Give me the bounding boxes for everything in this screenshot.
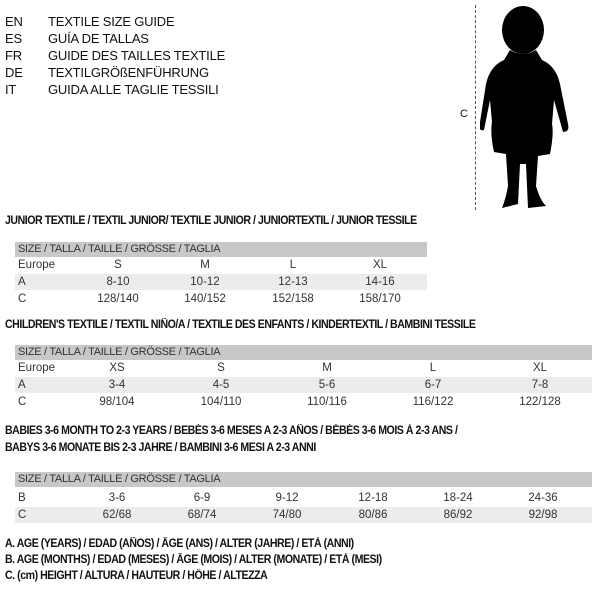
lang-code: EN: [5, 14, 23, 29]
row-label: C: [18, 293, 27, 305]
table-cell: S: [114, 259, 122, 271]
table-cell: 18-24: [443, 492, 473, 504]
table-cell: L: [289, 259, 297, 271]
lang-title: GUIDA ALLE TAGLIE TESSILI: [48, 82, 219, 97]
table-cell: 62/68: [102, 509, 132, 521]
table-cell: 4-5: [212, 379, 230, 391]
table-cell: S: [217, 362, 225, 374]
table-row: Europe XS S M L XL: [15, 360, 592, 376]
row-label: Europe: [18, 259, 56, 271]
table-cell: XS: [109, 362, 125, 374]
table-header: SIZE / TALLA / TAILLE / GRÖSSE / TAGLIA: [15, 472, 592, 487]
row-label: A: [18, 276, 26, 288]
table-cell: 9-12: [275, 492, 299, 504]
row-label: A: [18, 379, 26, 391]
table-header: SIZE / TALLA / TAILLE / GRÖSSE / TAGLIA: [15, 242, 427, 257]
row-label: C: [18, 396, 27, 408]
children-title: CHILDREN'S TEXTILE / TEXTIL NIÑO/A / TEX…: [5, 319, 476, 331]
lang-title: GUÍA DE TALLAS: [48, 31, 149, 46]
table-row: C 98/104 104/110 110/116 116/122 122/128: [15, 394, 592, 410]
child-silhouette-icon: [480, 6, 569, 208]
table-cell: 12-13: [278, 276, 308, 288]
table-cell: 98/104: [99, 396, 135, 408]
table-row: C 62/68 68/74 74/80 80/86 86/92 92/98: [15, 507, 592, 523]
table-cell: XL: [532, 362, 548, 374]
table-cell: 7-8: [531, 379, 549, 391]
legend-a: A. AGE (YEARS) / EDAD (AÑOS) / ÂGE (ANS)…: [5, 538, 354, 550]
table-cell: XL: [372, 259, 388, 271]
table-cell: 110/116: [307, 396, 347, 408]
table-row: A 3-4 4-5 5-6 6-7 7-8: [15, 377, 592, 393]
lang-title: GUIDE DES TAILLES TEXTILE: [48, 48, 226, 63]
table-cell: 24-36: [528, 492, 558, 504]
lang-code: FR: [5, 48, 22, 63]
table-cell: 128/140: [97, 293, 139, 305]
table-cell: 6-9: [193, 492, 211, 504]
table-cell: 74/80: [272, 509, 302, 521]
table-row: Europe S M L XL: [15, 257, 427, 273]
lang-code: ES: [5, 31, 22, 46]
row-label: B: [18, 492, 26, 504]
table-cell: 10-12: [190, 276, 220, 288]
table-cell: M: [322, 362, 332, 374]
table-cell: M: [200, 259, 210, 271]
row-label: C: [18, 509, 27, 521]
table-cell: L: [429, 362, 437, 374]
table-cell: 158/170: [359, 293, 401, 305]
table-cell: 6-7: [424, 379, 442, 391]
table-cell: 140/152: [184, 293, 226, 305]
babies-title-line2: BABYS 3-6 MONATE BIS 2-3 JAHRE / BAMBINI…: [5, 442, 316, 454]
table-cell: 92/98: [528, 509, 558, 521]
table-row: C 128/140 140/152 152/158 158/170: [15, 291, 427, 307]
table-cell: 12-18: [358, 492, 388, 504]
legend-b: B. AGE (MONTHS) / EDAD (MESES) / ÂGE (MO…: [5, 554, 382, 566]
measure-label: C: [460, 108, 468, 120]
table-cell: 14-16: [365, 276, 395, 288]
table-cell: 116/122: [412, 396, 454, 408]
table-cell: 122/128: [519, 396, 561, 408]
table-cell: 3-4: [108, 379, 126, 391]
table-cell: 8-10: [106, 276, 130, 288]
table-row: B 3-6 6-9 9-12 12-18 18-24 24-36: [15, 490, 592, 506]
table-cell: 5-6: [318, 379, 336, 391]
table-cell: 152/158: [272, 293, 314, 305]
height-measure-line: [475, 5, 476, 210]
table-row: A 8-10 10-12 12-13 14-16: [15, 274, 427, 290]
table-cell: 3-6: [108, 492, 126, 504]
table-header: SIZE / TALLA / TAILLE / GRÖSSE / TAGLIA: [15, 345, 592, 360]
table-cell: 86/92: [443, 509, 473, 521]
legend-c: C. (cm) HEIGHT / ALTURA / HAUTEUR / HÖHE…: [5, 570, 268, 582]
lang-code: DE: [5, 65, 23, 80]
junior-title: JUNIOR TEXTILE / TEXTIL JUNIOR/ TEXTILE …: [5, 215, 417, 227]
table-cell: 80/86: [358, 509, 388, 521]
lang-code: IT: [5, 82, 17, 97]
table-cell: 104/110: [200, 396, 242, 408]
lang-title: TEXTILGRÖßENFÜHRUNG: [48, 65, 209, 80]
row-label: Europe: [18, 362, 56, 374]
table-cell: 68/74: [187, 509, 217, 521]
lang-title: TEXTILE SIZE GUIDE: [48, 14, 175, 29]
babies-title-line1: BABIES 3-6 MONTH TO 2-3 YEARS / BEBÉS 3-…: [5, 425, 458, 437]
